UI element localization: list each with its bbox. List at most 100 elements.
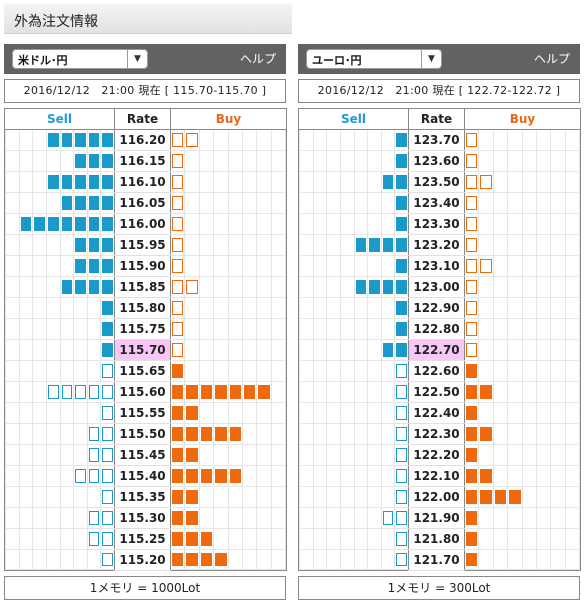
buy-volume-cell <box>465 171 581 193</box>
order-panel-usdjpy: 米ドル･円 ▼ ヘルプ 2016/12/12 21:00 現在 [ 115.70-11… <box>4 44 287 600</box>
currency-pair-select[interactable]: 米ドル･円 ▼ <box>12 49 148 69</box>
order-book-table: Sell Rate Buy 123.70 123.60 123.50 123.40 123.3… <box>298 108 581 571</box>
sell-volume-block <box>102 405 113 420</box>
table-row: 122.40 <box>299 402 581 424</box>
buy-volume-block <box>466 426 478 441</box>
page-title-bar: 外為注文情報 <box>4 4 292 34</box>
sell-volume-cell <box>5 318 115 340</box>
rate-cell: 115.80 <box>114 297 171 319</box>
sell-volume-cell <box>299 444 409 466</box>
sell-volume-block <box>396 405 407 420</box>
sell-volume-cell <box>5 255 115 277</box>
sell-volume-cell <box>5 150 115 172</box>
buy-volume-block <box>466 133 478 147</box>
buy-volume-block <box>466 384 478 399</box>
sell-volume-block <box>396 133 407 147</box>
sell-volume-block <box>102 321 113 336</box>
buy-volume-block <box>172 426 184 441</box>
buy-volume-block <box>186 279 198 294</box>
table-row: 115.20 <box>5 549 287 571</box>
rate-cell: 122.20 <box>408 444 465 466</box>
table-row: 116.15 <box>5 150 287 172</box>
sell-volume-block <box>396 531 407 546</box>
table-row: 115.50 <box>5 423 287 445</box>
sell-volume-block <box>355 279 367 294</box>
buy-volume-block <box>172 216 184 231</box>
rate-cell: 123.40 <box>408 192 465 214</box>
sell-volume-block <box>396 510 407 525</box>
sell-volume-block <box>396 489 407 504</box>
buy-volume-block <box>186 384 198 399</box>
panel-header: ユーロ･円 ▼ ヘルプ <box>298 44 580 74</box>
sell-volume-block <box>102 384 113 399</box>
buy-volume-block <box>172 195 184 210</box>
sell-volume-block <box>396 384 407 399</box>
buy-volume-cell <box>465 423 581 445</box>
sell-volume-block <box>102 133 113 147</box>
sell-volume-block <box>102 489 113 504</box>
sell-volume-block <box>20 216 32 231</box>
sell-volume-block <box>396 216 407 231</box>
sell-header: Sell <box>4 108 115 130</box>
help-link[interactable]: ヘルプ <box>239 52 276 66</box>
buy-volume-cell <box>465 528 581 550</box>
sell-volume-block <box>396 195 407 210</box>
sell-volume-cell <box>299 528 409 550</box>
sell-volume-cell <box>299 130 409 151</box>
sell-volume-block <box>88 237 100 252</box>
table-row: 122.20 <box>299 444 581 466</box>
buy-volume-cell <box>171 171 287 193</box>
buy-volume-cell <box>171 402 287 424</box>
rate-cell: 115.60 <box>114 381 171 403</box>
buy-volume-block <box>172 342 184 357</box>
chevron-down-icon[interactable]: ▼ <box>127 50 147 68</box>
sell-volume-block <box>396 426 407 441</box>
sell-volume-block <box>88 153 100 168</box>
buy-volume-cell <box>171 549 287 571</box>
buy-volume-block <box>466 216 478 231</box>
sell-volume-block <box>396 468 407 483</box>
sell-volume-cell <box>299 360 409 382</box>
table-row: 122.10 <box>299 465 581 487</box>
buy-volume-block <box>480 426 492 441</box>
sell-volume-block <box>75 195 86 210</box>
buy-volume-cell <box>465 444 581 466</box>
sell-volume-block <box>102 531 113 546</box>
sell-volume-block <box>47 133 59 147</box>
sell-volume-block <box>88 447 100 462</box>
sell-volume-block <box>88 531 100 546</box>
buy-volume-cell <box>465 381 581 403</box>
buy-volume-cell <box>171 486 287 508</box>
sell-volume-cell <box>5 360 115 382</box>
help-link[interactable]: ヘルプ <box>533 52 570 66</box>
buy-volume-cell <box>171 297 287 319</box>
buy-volume-cell <box>171 381 287 403</box>
sell-volume-block <box>102 195 113 210</box>
sell-volume-block <box>102 216 113 231</box>
currency-pair-select[interactable]: ユーロ･円 ▼ <box>306 49 442 69</box>
sell-volume-cell <box>5 549 115 571</box>
table-row: 115.45 <box>5 444 287 466</box>
buy-volume-cell <box>171 318 287 340</box>
sell-volume-block <box>61 384 73 399</box>
sell-volume-block <box>382 237 394 252</box>
table-row: 116.05 <box>5 192 287 214</box>
rate-cell: 115.20 <box>114 549 171 571</box>
lot-scale-note: 1メモリ = 1000Lot <box>4 576 286 600</box>
table-row: 115.95 <box>5 234 287 256</box>
sell-volume-block <box>61 279 73 294</box>
buy-volume-block <box>215 426 227 441</box>
sell-volume-cell <box>299 192 409 214</box>
rate-cell: 115.95 <box>114 234 171 256</box>
chevron-down-icon[interactable]: ▼ <box>421 50 441 68</box>
sell-volume-block <box>369 237 380 252</box>
sell-volume-cell <box>5 423 115 445</box>
buy-volume-block <box>172 133 184 147</box>
table-row: 115.55 <box>5 402 287 424</box>
rate-cell: 115.55 <box>114 402 171 424</box>
rate-cell: 122.30 <box>408 423 465 445</box>
sell-volume-cell <box>5 276 115 298</box>
sell-volume-block <box>382 279 394 294</box>
buy-volume-block <box>172 258 184 273</box>
rate-cell: 115.45 <box>114 444 171 466</box>
